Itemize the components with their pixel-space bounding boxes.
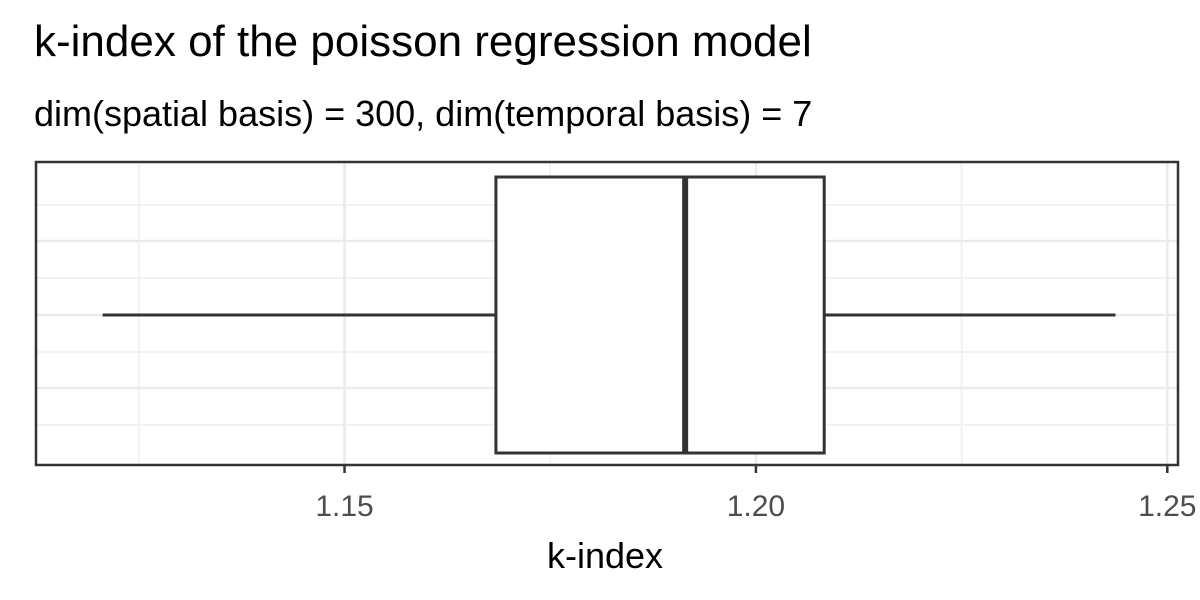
chart-title: k-index of the poisson regression model (34, 17, 812, 66)
x-axis: 1.15 1.20 1.25 (315, 465, 1196, 523)
x-tick-label: 1.15 (315, 490, 373, 523)
chart-subtitle: dim(spatial basis) = 300, dim(temporal b… (34, 93, 813, 134)
x-tick-label: 1.20 (727, 490, 785, 523)
boxplot (102, 175, 1116, 455)
panel-border (34, 160, 1180, 467)
interquartile-box (494, 175, 826, 455)
x-tick-label: 1.25 (1138, 490, 1196, 523)
x-axis-title: k-index (547, 535, 663, 576)
